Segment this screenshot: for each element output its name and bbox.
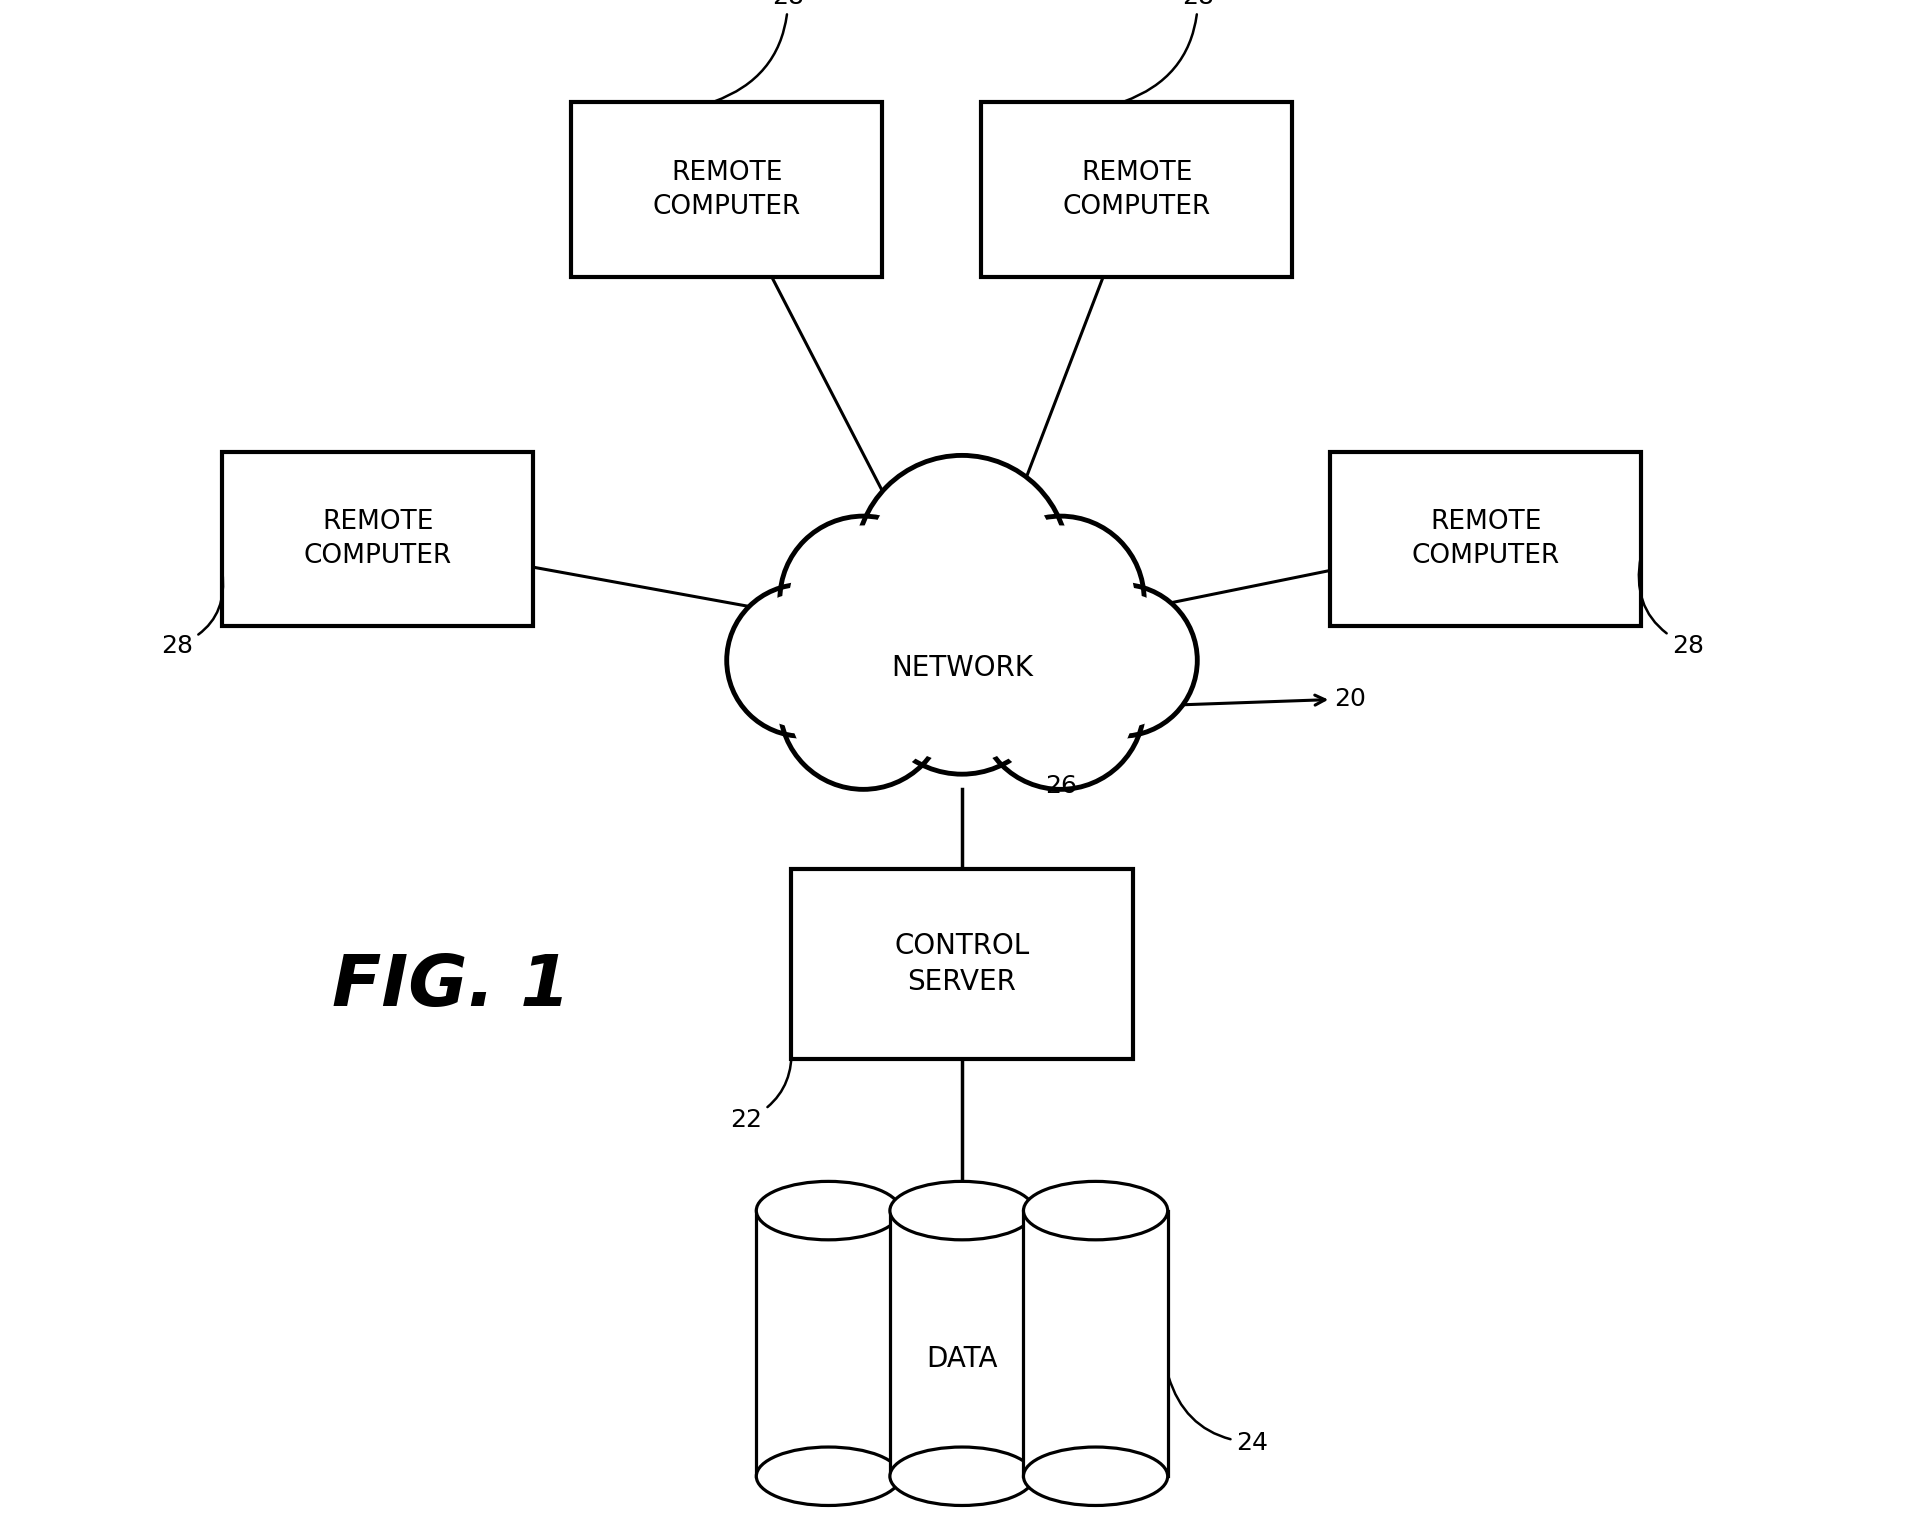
Text: 28: 28 [1638, 557, 1702, 657]
Circle shape [779, 622, 946, 789]
Text: 22: 22 [731, 1046, 790, 1132]
Circle shape [867, 468, 1056, 656]
FancyBboxPatch shape [221, 452, 533, 625]
Text: REMOTE
COMPUTER: REMOTE COMPUTER [1411, 509, 1560, 569]
FancyBboxPatch shape [981, 102, 1292, 276]
Bar [756, 1211, 900, 1475]
Ellipse shape [756, 1181, 900, 1240]
FancyBboxPatch shape [790, 868, 1133, 1060]
FancyBboxPatch shape [1329, 452, 1640, 625]
Circle shape [790, 527, 937, 672]
Text: REMOTE
COMPUTER: REMOTE COMPUTER [652, 159, 800, 220]
Ellipse shape [1023, 1181, 1167, 1240]
Circle shape [986, 633, 1133, 779]
Bar [1023, 1211, 1167, 1475]
Ellipse shape [890, 1181, 1033, 1240]
Circle shape [727, 584, 879, 736]
Text: 20: 20 [1154, 686, 1365, 710]
Text: REMOTE
COMPUTER: REMOTE COMPUTER [1061, 159, 1210, 220]
Circle shape [881, 603, 1042, 764]
Circle shape [977, 516, 1144, 683]
Text: 24: 24 [1167, 1377, 1267, 1454]
Text: CONTROL
SERVER: CONTROL SERVER [894, 932, 1029, 996]
Circle shape [779, 516, 946, 683]
Ellipse shape [756, 1447, 900, 1506]
Circle shape [790, 633, 937, 779]
Circle shape [977, 622, 1144, 789]
Circle shape [735, 594, 869, 727]
FancyBboxPatch shape [571, 102, 883, 276]
Text: 26: 26 [1044, 774, 1077, 798]
Circle shape [1044, 584, 1196, 736]
Text: 28: 28 [1123, 0, 1213, 102]
Circle shape [856, 455, 1067, 668]
Circle shape [1054, 594, 1188, 727]
Text: REMOTE
COMPUTER: REMOTE COMPUTER [304, 509, 452, 569]
Bar [890, 1211, 1033, 1475]
Ellipse shape [890, 1447, 1033, 1506]
Text: NETWORK: NETWORK [890, 654, 1033, 682]
Text: 28: 28 [713, 0, 804, 102]
Ellipse shape [1023, 1447, 1167, 1506]
Text: FIG. 1: FIG. 1 [333, 952, 569, 1022]
Circle shape [871, 592, 1052, 774]
Text: 28: 28 [162, 572, 223, 657]
Text: DATA: DATA [925, 1345, 998, 1372]
Circle shape [986, 527, 1133, 672]
